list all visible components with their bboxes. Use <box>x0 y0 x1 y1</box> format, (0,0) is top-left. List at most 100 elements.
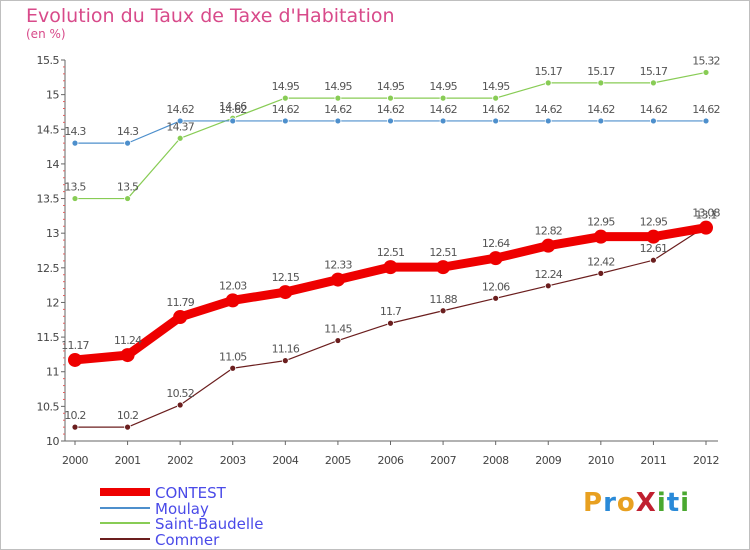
data-label: 12.51 <box>377 246 405 259</box>
data-point <box>650 79 657 87</box>
y-tick-label: 12 <box>46 296 59 309</box>
data-point <box>650 117 657 125</box>
legend-swatch <box>100 522 150 524</box>
data-point <box>593 229 608 244</box>
data-point <box>278 285 293 300</box>
data-label: 15.17 <box>640 65 668 78</box>
data-point <box>68 352 82 367</box>
legend-swatch <box>100 538 150 540</box>
data-point <box>699 220 713 235</box>
data-point <box>439 307 447 315</box>
data-label: 14.62 <box>324 103 352 116</box>
y-tick-label: 15 <box>46 89 59 102</box>
data-point <box>229 364 237 372</box>
data-point <box>281 117 289 125</box>
data-point <box>702 117 710 125</box>
data-label: 12.42 <box>587 255 615 268</box>
data-label: 14.66 <box>219 100 247 113</box>
data-point <box>488 251 503 266</box>
data-label: 14.62 <box>692 103 720 116</box>
data-label: 14.62 <box>166 103 194 116</box>
data-label: 12.95 <box>640 216 668 229</box>
legend-label: Commer <box>155 531 220 549</box>
x-tick-label: 2002 <box>167 454 193 467</box>
data-label: 11.16 <box>272 343 300 356</box>
data-label: 12.06 <box>482 280 510 293</box>
data-point <box>702 69 710 76</box>
data-label: 13.5 <box>64 181 86 194</box>
data-labels: 13.5 13.5 14.37 14.66 14.95 14.95 14.95 14.95 14… <box>61 54 721 422</box>
data-point <box>124 423 131 431</box>
data-point <box>439 94 447 102</box>
data-point <box>544 79 552 87</box>
data-point <box>597 269 605 277</box>
series-lines <box>68 69 713 431</box>
data-label: 11.17 <box>61 339 89 352</box>
y-tick-label: 15.5 <box>37 54 60 67</box>
legend-swatch <box>100 507 150 509</box>
data-label: 11.45 <box>324 323 352 336</box>
axes: 10 10.5 11 11.5 12 12.5 13 13.5 14 14.5 15 15.5 2000… <box>37 54 720 467</box>
x-tick-label: 2012 <box>693 454 719 467</box>
data-label: 15.17 <box>535 65 563 78</box>
legend-label: CONTEST <box>155 484 226 502</box>
data-label: 14.62 <box>640 103 668 116</box>
logo-letter: r <box>603 488 617 518</box>
data-label: 14.95 <box>429 80 457 93</box>
data-point <box>492 294 500 302</box>
data-point <box>330 272 345 287</box>
data-label: 12.95 <box>587 216 615 229</box>
data-point <box>334 117 342 125</box>
data-label: 12.82 <box>535 225 563 238</box>
data-point <box>281 357 289 365</box>
y-tick-label: 11 <box>46 366 59 379</box>
data-point <box>173 310 188 325</box>
data-point <box>225 293 240 308</box>
data-point <box>383 260 398 275</box>
data-label: 13.5 <box>117 181 139 194</box>
data-label: 14.62 <box>377 103 405 116</box>
data-label: 14.37 <box>166 120 194 133</box>
data-label: 12.33 <box>324 259 352 272</box>
data-label: 12.24 <box>535 268 563 281</box>
y-tick-label: 14 <box>46 158 59 171</box>
x-tick-label: 2001 <box>115 454 141 467</box>
logo-letter: i <box>656 488 667 518</box>
data-point <box>176 117 184 125</box>
x-tick-label: 2007 <box>430 454 456 467</box>
data-label: 14.62 <box>272 103 300 116</box>
y-tick-label: 10 <box>46 435 59 448</box>
data-label: 14.62 <box>219 103 247 116</box>
y-tick-label: 10.5 <box>37 400 60 413</box>
data-label: 12.61 <box>640 242 668 255</box>
y-tick-label: 14.5 <box>37 123 60 136</box>
data-point <box>71 139 79 147</box>
x-tick-label: 2008 <box>483 454 509 467</box>
data-point <box>387 94 394 102</box>
data-label: 14.62 <box>587 103 615 116</box>
legend-swatch <box>100 488 150 496</box>
data-label: 11.05 <box>219 350 247 363</box>
data-label: 12.51 <box>429 246 457 259</box>
data-point <box>124 195 131 202</box>
data-point <box>120 348 135 363</box>
data-point <box>492 117 500 125</box>
data-label: 10.2 <box>117 409 138 422</box>
data-label: 10.2 <box>64 409 85 422</box>
data-label: 12.15 <box>272 271 300 284</box>
data-point <box>124 139 131 147</box>
data-label: 11.24 <box>114 334 142 347</box>
data-point <box>646 229 661 244</box>
data-point <box>387 117 394 125</box>
data-point <box>334 337 342 344</box>
data-point <box>71 423 79 431</box>
data-label: 14.3 <box>117 125 139 138</box>
data-label: 14.95 <box>482 80 510 93</box>
y-tick-label: 13.5 <box>37 193 60 206</box>
data-point <box>436 260 451 275</box>
data-label: 14.95 <box>324 80 352 93</box>
x-tick-label: 2009 <box>535 454 561 467</box>
legend-label: Moulay <box>155 500 209 518</box>
logo-letter: X <box>635 488 657 518</box>
data-point <box>650 256 657 264</box>
